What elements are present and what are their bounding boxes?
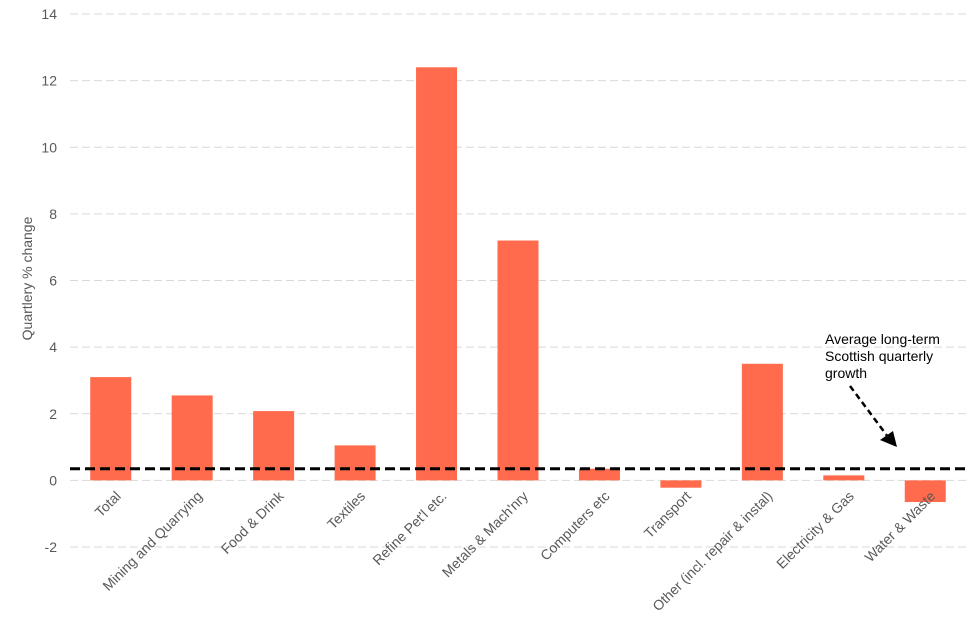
bar	[497, 240, 539, 481]
category-label: Textiles	[324, 488, 368, 532]
bar	[904, 480, 946, 503]
bar	[578, 468, 620, 481]
y-axis-ticks: -2 0 2 4 6 8 10 12 14	[41, 6, 57, 555]
category-label: Water & Waste	[861, 488, 938, 565]
category-label: Metals & Mach'nry	[439, 488, 531, 580]
y-tick-label: 14	[41, 6, 57, 22]
annotation-arrowhead	[880, 431, 897, 447]
category-label: Computers etc	[537, 488, 613, 564]
annotation-line-2: Scottish quarterly	[825, 348, 933, 364]
bars	[90, 67, 946, 503]
category-label: Food & Drink	[218, 487, 288, 557]
y-tick-label: 8	[49, 206, 57, 222]
bar	[660, 480, 702, 488]
y-tick-label: -2	[45, 539, 58, 555]
bar	[334, 445, 376, 481]
annotation: Average long-term Scottish quarterly gro…	[825, 331, 944, 447]
y-tick-label: 6	[49, 273, 57, 289]
bar	[416, 67, 458, 481]
bar	[823, 475, 865, 481]
bar	[171, 395, 213, 481]
category-label: Transport	[641, 488, 694, 541]
y-tick-label: 12	[41, 73, 57, 89]
annotation-text: Average long-term Scottish quarterly gro…	[825, 331, 944, 381]
y-tick-label: 2	[49, 406, 57, 422]
bar	[741, 363, 783, 481]
category-label: Electricity & Gas	[773, 488, 857, 572]
category-label: Total	[92, 488, 124, 520]
y-tick-label: 4	[49, 339, 57, 355]
y-tick-label: 0	[49, 472, 57, 488]
annotation-arrow	[848, 385, 890, 438]
bar	[90, 377, 132, 481]
annotation-line-1: Average long-term	[825, 331, 940, 347]
annotation-line-3: growth	[825, 365, 867, 381]
category-label: Refine Pet'l etc.	[369, 488, 449, 568]
y-axis-title: Quartlery % change	[19, 216, 35, 340]
y-tick-label: 10	[41, 139, 57, 155]
